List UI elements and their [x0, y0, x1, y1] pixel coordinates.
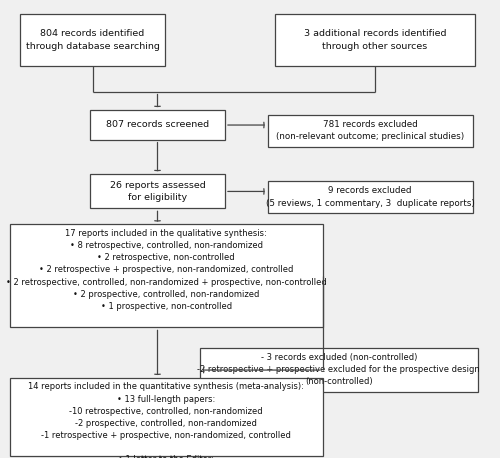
Text: 14 reports included in the quantitative synthesis (meta-analysis):
• 13 full-len: 14 reports included in the quantitative …: [28, 382, 304, 458]
Text: 17 reports included in the qualitative synthesis:
• 8 retrospective, controlled,: 17 reports included in the qualitative s…: [6, 229, 326, 311]
FancyBboxPatch shape: [90, 110, 225, 140]
FancyBboxPatch shape: [10, 224, 322, 327]
Text: 26 reports assessed
for eligibility: 26 reports assessed for eligibility: [110, 180, 206, 202]
FancyBboxPatch shape: [20, 14, 165, 66]
Text: - 3 records excluded (non-controlled)
-2 retrospective + prospective excluded fo: - 3 records excluded (non-controlled) -2…: [198, 353, 480, 387]
Text: 9 records excluded
(5 reviews, 1 commentary, 3  duplicate reports): 9 records excluded (5 reviews, 1 comment…: [266, 186, 474, 207]
Text: 781 records excluded
(non-relevant outcome; preclinical studies): 781 records excluded (non-relevant outco…: [276, 120, 464, 141]
Text: 804 records identified
through database searching: 804 records identified through database …: [26, 29, 160, 51]
FancyBboxPatch shape: [200, 348, 477, 392]
FancyBboxPatch shape: [90, 174, 225, 208]
Text: 3 additional records identified
through other sources: 3 additional records identified through …: [304, 29, 446, 51]
FancyBboxPatch shape: [268, 181, 472, 213]
FancyBboxPatch shape: [275, 14, 475, 66]
FancyBboxPatch shape: [268, 114, 472, 147]
Text: 807 records screened: 807 records screened: [106, 120, 209, 129]
FancyBboxPatch shape: [10, 378, 322, 456]
